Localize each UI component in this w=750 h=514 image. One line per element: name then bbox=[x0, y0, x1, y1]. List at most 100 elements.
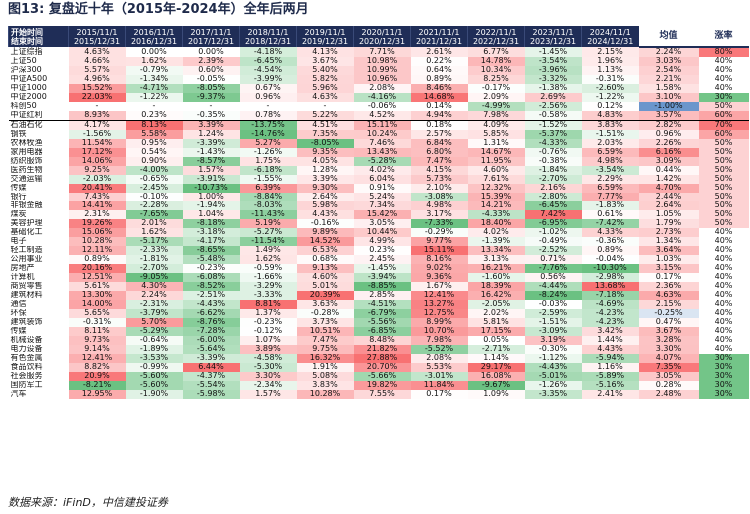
value-cell: 4.99% bbox=[353, 237, 411, 247]
avg-cell: 0.96% bbox=[638, 129, 699, 139]
row-name-cell: 建筑装饰 bbox=[10, 318, 43, 327]
value-cell: 5.24% bbox=[353, 192, 411, 202]
value-cell: -1.26% bbox=[524, 380, 582, 390]
value-cell: 9.73% bbox=[68, 336, 126, 345]
value-cell: -8.85% bbox=[353, 282, 411, 292]
value-cell: 1.14% bbox=[467, 353, 525, 363]
table-row: 有色金属 12.41% -3.53% -3.39% -4.58% 16.32% 27.88%… bbox=[9, 353, 749, 363]
value-cell: -7.42% bbox=[581, 219, 639, 229]
up-rate-cell: 50% bbox=[698, 101, 749, 111]
value-cell: 4.33% bbox=[581, 228, 639, 238]
value-cell: 2.39% bbox=[182, 56, 240, 66]
value-cell: -1.22% bbox=[125, 92, 183, 102]
row-name-cell: 上证综指 bbox=[10, 47, 43, 56]
value-cell: 7.43% bbox=[68, 192, 126, 202]
avg-cell: 1.03% bbox=[638, 255, 699, 265]
value-cell: -1.12% bbox=[524, 353, 582, 363]
header-period-end: 2020/12/31 bbox=[358, 36, 406, 46]
row-name-cell: 上证50 bbox=[10, 56, 37, 65]
header-period-cell: 2024/11/1 2024/12/31 bbox=[581, 26, 639, 47]
value-cell: -3.33% bbox=[239, 291, 297, 301]
value-cell: -5.37% bbox=[524, 129, 582, 139]
value-cell: 0.54% bbox=[125, 147, 183, 157]
value-cell: 3.63% bbox=[296, 300, 354, 310]
table-row: 建筑装饰 -0.31% 5.70% -8.76% -0.23% 3.73% -5.56% 8.… bbox=[9, 318, 749, 328]
up-rate-cell: 40% bbox=[698, 74, 749, 84]
value-cell: 2.16% bbox=[524, 183, 582, 193]
value-cell: -3.01% bbox=[410, 371, 468, 381]
up-rate-cell: 30% bbox=[698, 380, 749, 390]
value-cell: -4.43% bbox=[182, 300, 240, 310]
value-cell: 12.51% bbox=[68, 273, 126, 283]
value-cell: 12.95% bbox=[68, 389, 126, 399]
table-row: 电力设备 9.14% -1.89% -5.64% 3.89% 9.75% 21.82% -5.… bbox=[9, 344, 749, 354]
value-cell: 19.82% bbox=[353, 380, 411, 390]
value-cell: -8.76% bbox=[182, 318, 240, 328]
row-name-cell: 计算机 bbox=[10, 273, 35, 282]
up-rate-cell: 30% bbox=[698, 362, 749, 372]
value-cell: -14.76% bbox=[239, 129, 297, 139]
value-cell: 10.24% bbox=[353, 129, 411, 139]
value-cell: -1.66% bbox=[239, 273, 297, 283]
value-cell: -2.56% bbox=[524, 101, 582, 111]
value-cell: -1.39% bbox=[467, 237, 525, 247]
value-cell: -1.94% bbox=[182, 201, 240, 211]
value-cell: 0.90% bbox=[125, 156, 183, 166]
value-cell: -5.27% bbox=[239, 228, 297, 238]
table-row: 美容护理 19.26% 2.01% -8.18% 5.19% -0.16% 3.05% -7.… bbox=[9, 219, 749, 229]
row-name-cell: 国防军工 bbox=[10, 380, 43, 389]
value-cell: -3.39% bbox=[182, 353, 240, 363]
value-cell: -7.65% bbox=[125, 210, 183, 220]
value-cell: -4.58% bbox=[239, 353, 297, 363]
row-name-cell: 轻工制造 bbox=[10, 246, 43, 255]
value-cell: -0.79% bbox=[125, 65, 183, 75]
up-rate-cell: 40% bbox=[698, 282, 749, 292]
value-cell: -6.79% bbox=[353, 309, 411, 319]
row-name-cell: 中证A500 bbox=[10, 74, 48, 83]
value-cell: -2.03% bbox=[68, 174, 126, 184]
value-cell: -4.16% bbox=[353, 92, 411, 102]
value-cell: -1.45% bbox=[353, 264, 411, 274]
value-cell: 1.67% bbox=[410, 282, 468, 292]
value-cell: 2.09% bbox=[467, 92, 525, 102]
value-cell: -6.45% bbox=[239, 56, 297, 66]
table-row: 汽车 12.95% -1.90% -5.98% 1.57% 10.28% 7.55% 0.17… bbox=[9, 389, 749, 399]
value-cell: 11.54% bbox=[68, 138, 126, 148]
value-cell: -4.23% bbox=[581, 318, 639, 328]
header-period-end: 2018/12/31 bbox=[244, 36, 292, 46]
value-cell: 1.57% bbox=[182, 165, 240, 175]
value-cell: -2.80% bbox=[524, 192, 582, 202]
value-cell: -5.48% bbox=[182, 255, 240, 265]
value-cell: 4.63% bbox=[296, 92, 354, 102]
table-row: 计算机 12.51% -9.05% -6.08% -1.66% 4.60% -3.94% 9.… bbox=[9, 273, 749, 283]
value-cell: -5.98% bbox=[182, 389, 240, 399]
value-cell: 1.04% bbox=[182, 210, 240, 220]
header-period-start: 2017/11/1 bbox=[190, 27, 232, 37]
header-end-label: 结束时间 bbox=[11, 36, 43, 46]
up-rate-cell: 40% bbox=[698, 273, 749, 283]
value-cell: -0.59% bbox=[239, 264, 297, 274]
value-cell: 3.73% bbox=[296, 318, 354, 328]
value-cell: -5.01% bbox=[524, 371, 582, 381]
value-cell: 9.25% bbox=[68, 165, 126, 175]
value-cell: 2.41% bbox=[581, 389, 639, 399]
header-period-cell: 2021/11/1 2021/12/31 bbox=[410, 26, 468, 47]
value-cell: 1.62% bbox=[239, 255, 297, 265]
up-rate-cell: 50% bbox=[698, 138, 749, 148]
table-row: 商贸零售 5.61% 4.30% -8.52% -3.29% 5.01% -8.85% 1.6… bbox=[9, 282, 749, 292]
value-cell: 12.32% bbox=[467, 183, 525, 193]
value-cell: 7.61% bbox=[467, 174, 525, 184]
table-row: 沪深300 5.57% -0.79% 0.60% -4.54% 5.40% 10.99% 0.… bbox=[9, 65, 749, 75]
value-cell: -4.17% bbox=[182, 237, 240, 247]
value-cell: -1.56% bbox=[68, 129, 126, 139]
value-cell: 0.61% bbox=[581, 210, 639, 220]
value-cell: 1.37% bbox=[239, 309, 297, 319]
table-row: 医药生物 9.25% -4.00% 1.57% -6.18% 1.28% 4.02% 4.15… bbox=[9, 165, 749, 175]
value-cell: 0.67% bbox=[239, 83, 297, 93]
value-cell: 10.70% bbox=[410, 327, 468, 336]
value-cell: 2.64% bbox=[296, 192, 354, 202]
value-cell: -3.29% bbox=[239, 282, 297, 292]
value-cell: 1.49% bbox=[239, 246, 297, 256]
avg-cell: 2.73% bbox=[638, 228, 699, 238]
value-cell: -0.16% bbox=[296, 219, 354, 229]
